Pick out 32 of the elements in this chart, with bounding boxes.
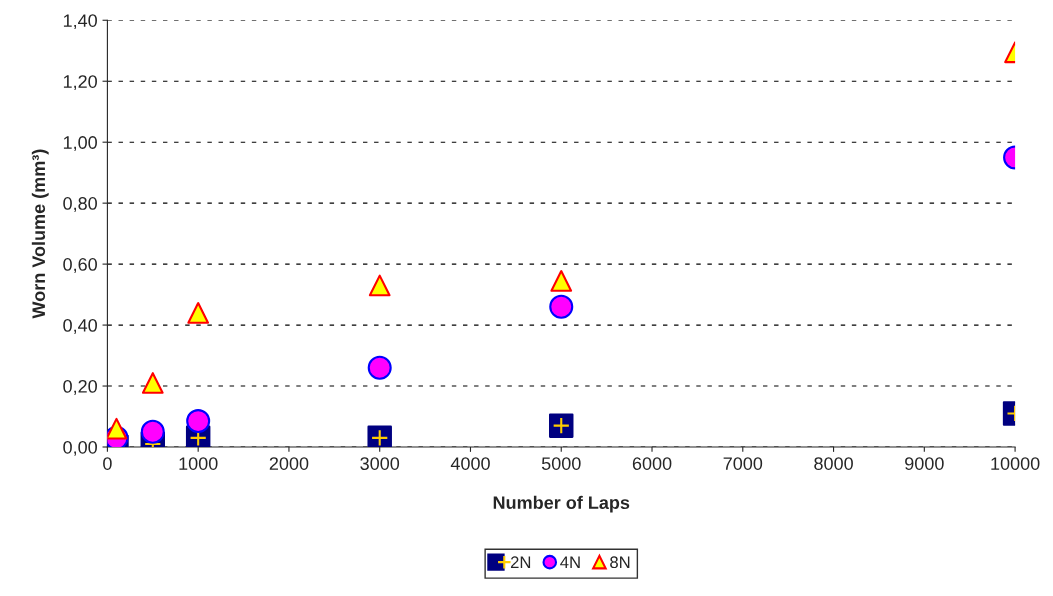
x-tick-label: 3000 (360, 457, 400, 470)
x-tick-label: 0 (103, 457, 112, 470)
point (141, 372, 164, 394)
x-tick-label: 4000 (450, 457, 490, 470)
y-tick-label: 1,00 (63, 136, 97, 152)
point (140, 419, 165, 444)
point (107, 417, 128, 440)
x-tick-label: 6000 (632, 457, 672, 470)
x-tick-label: 7000 (723, 457, 763, 470)
point (367, 425, 392, 447)
point (367, 355, 392, 380)
x-axis-title: Number of Laps (493, 495, 630, 513)
x-tick-label: 10000 (991, 457, 1040, 470)
y-tick-label: 1,20 (63, 75, 97, 91)
point (186, 409, 211, 434)
legend-label: 2N (510, 556, 531, 568)
y-tick-label: 0,60 (63, 258, 97, 273)
legend-label: 4N (560, 556, 580, 568)
y-tick-label: 0,80 (63, 197, 97, 212)
y-tick-label: 1,40 (63, 14, 97, 30)
y-axis-title: Worn Volume (mm³) (31, 149, 49, 319)
y-tick-label: 0,40 (63, 319, 97, 334)
y-tick-label: 0,20 (63, 379, 97, 395)
legend-label: 8N (610, 556, 630, 569)
x-tick-label: 9000 (905, 457, 944, 470)
point (187, 302, 210, 324)
x-tick-label: 1000 (179, 457, 218, 470)
y-tick-label: 0,00 (63, 440, 97, 456)
x-tick-label: 5000 (541, 457, 581, 470)
point (368, 274, 391, 297)
x-tick-label: 2000 (269, 457, 309, 470)
x-tick-label: 8000 (814, 457, 853, 470)
